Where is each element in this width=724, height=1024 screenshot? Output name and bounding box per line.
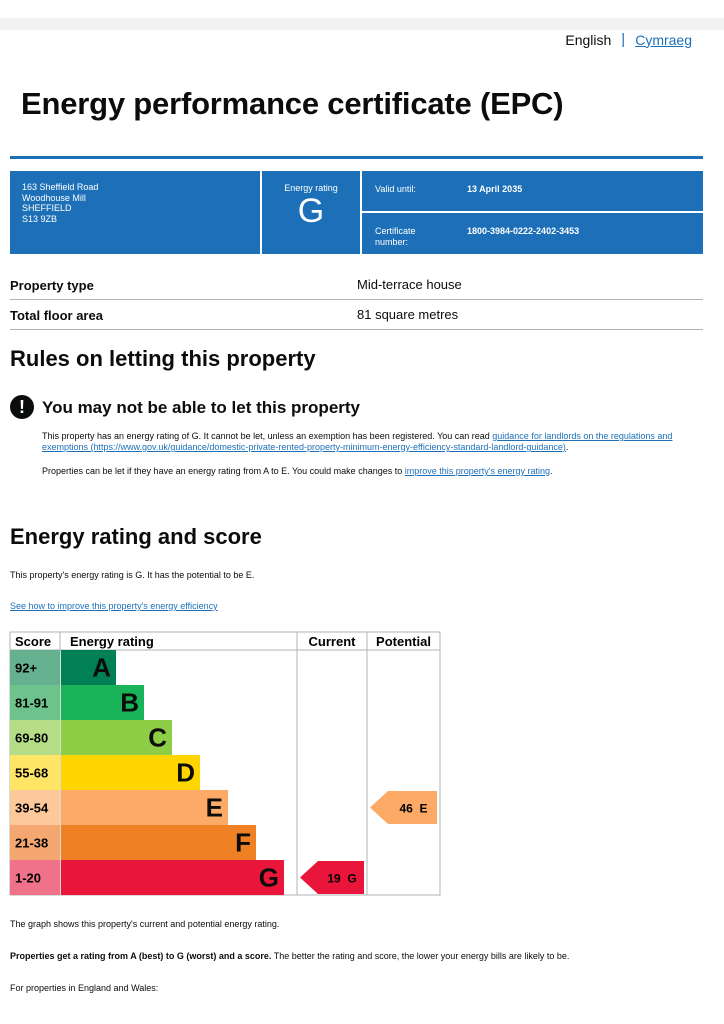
potential-rating-label: 46 E	[399, 802, 427, 816]
energy-heading: Energy rating and score	[10, 524, 262, 549]
band-letter-c: C	[148, 723, 167, 753]
property-type-row: Property type Mid-terrace house	[10, 270, 703, 300]
chart-caption: The graph shows this property's current …	[10, 919, 280, 929]
language-english: English	[565, 31, 612, 48]
band-bar-f	[61, 825, 256, 860]
band-bar-b	[61, 685, 144, 720]
address-line: Woodhouse Mill	[22, 192, 86, 203]
top-strip	[0, 18, 724, 30]
rating-explanation-bold: Properties get a rating from A (best) to…	[10, 951, 272, 961]
current-rating-label: 19 G	[327, 872, 356, 886]
band-bar-e	[61, 790, 228, 825]
floor-area-label: Total floor area	[10, 308, 103, 323]
box-divider	[360, 171, 362, 254]
address-line: S13 9ZB	[22, 213, 58, 224]
band-bar-g	[61, 860, 284, 895]
box-divider	[260, 171, 262, 254]
address-line: SHEFFIELD	[22, 203, 72, 213]
band-score-cell	[10, 650, 60, 685]
box-divider	[362, 211, 703, 213]
rating-letter: G	[297, 192, 325, 230]
valid-until-value: 13 April 2035	[467, 184, 523, 194]
band-score-cell	[10, 790, 60, 825]
paragraph-end: .	[550, 466, 553, 476]
warning-icon: !	[10, 395, 34, 419]
band-score-label: 92+	[15, 661, 37, 676]
rating-label: Energy rating	[284, 183, 338, 193]
letting-paragraph-1: This property has an energy rating of G.…	[42, 431, 692, 453]
band-bar-a	[61, 650, 116, 685]
band-score-label: 69-80	[15, 731, 48, 746]
floor-area-row: Total floor area 81 square metres	[10, 300, 703, 330]
band-score-label: 55-68	[15, 766, 48, 781]
band-letter-f: F	[235, 828, 251, 858]
england-wales-note: For properties in England and Wales:	[10, 983, 159, 993]
floor-area-value: 81 square metres	[357, 307, 459, 322]
rating-explanation: Properties get a rating from A (best) to…	[10, 951, 569, 962]
certificate-number-value: 1800-3984-0222-2402-3453	[467, 226, 580, 236]
cert-label-line: Certificate	[375, 226, 416, 236]
letting-paragraph-2: Properties can be let if they have an en…	[42, 466, 692, 477]
property-type-label: Property type	[10, 278, 94, 293]
header-potential: Potential	[376, 634, 431, 649]
band-bar-c	[61, 720, 172, 755]
current-rating-arrow	[300, 861, 364, 894]
band-score-label: 39-54	[15, 801, 49, 816]
band-letter-d: D	[176, 758, 195, 788]
certificate-number-label: Certificate number:	[375, 226, 416, 247]
language-switcher: English | Cymraeg	[565, 31, 692, 48]
band-score-cell	[10, 755, 60, 790]
property-address: 163 Sheffield Road Woodhouse Mill SHEFFI…	[22, 182, 98, 224]
potential-rating-arrow	[370, 791, 437, 824]
cert-label-line: number:	[375, 236, 409, 247]
band-letter-a: A	[92, 653, 111, 683]
band-letter-e: E	[206, 793, 223, 823]
band-score-cell	[10, 685, 60, 720]
property-type-value: Mid-terrace house	[357, 277, 462, 292]
letting-heading: Rules on letting this property	[10, 346, 316, 371]
improve-efficiency-link[interactable]: See how to improve this property's energ…	[10, 601, 218, 611]
band-letter-g: G	[259, 863, 279, 893]
valid-until-label: Valid until:	[375, 184, 416, 194]
header-current: Current	[309, 634, 357, 649]
band-score-label: 81-91	[15, 696, 48, 711]
epc-summary-box: 163 Sheffield Road Woodhouse Mill SHEFFI…	[10, 171, 703, 254]
address-line: 163 Sheffield Road	[22, 182, 99, 192]
language-separator: |	[621, 31, 626, 48]
paragraph-end: .	[565, 442, 569, 452]
warning-title: You may not be able to let this property	[42, 398, 361, 417]
landlord-guidance-link[interactable]: guidance for landlords on the regulation…	[42, 431, 673, 452]
header-energy-rating: Energy rating	[70, 634, 154, 649]
header-score: Score	[15, 634, 51, 649]
language-welsh-link[interactable]: Cymraeg	[635, 31, 692, 48]
improve-rating-link[interactable]: improve this property's energy rating	[404, 466, 551, 476]
band-score-cell	[10, 825, 60, 860]
page-title: Energy performance certificate (EPC)	[21, 86, 564, 121]
rating-explanation-rest: The better the rating and score, the low…	[271, 951, 570, 961]
paragraph-text: This property has an energy rating of G.…	[42, 431, 493, 441]
title-divider	[10, 156, 703, 159]
band-bar-d	[61, 755, 200, 790]
band-score-label: 1-20	[15, 871, 41, 886]
band-score-cell	[10, 860, 60, 895]
band-letter-b: B	[120, 688, 139, 718]
paragraph-text: Properties can be let if they have an en…	[42, 466, 405, 476]
band-score-label: 21-38	[15, 836, 48, 851]
energy-intro: This property's energy rating is G. It h…	[10, 570, 255, 580]
band-score-cell	[10, 720, 60, 755]
